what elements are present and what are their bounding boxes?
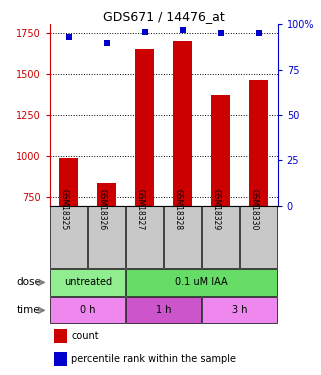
Text: 3 h: 3 h [232,305,247,315]
Text: 0 h: 0 h [80,305,95,315]
FancyBboxPatch shape [50,206,87,268]
FancyBboxPatch shape [202,206,239,268]
FancyBboxPatch shape [126,269,277,296]
Text: GSM18330: GSM18330 [250,189,259,230]
Bar [135,49,154,321]
Text: time: time [17,305,40,315]
FancyBboxPatch shape [126,206,163,268]
FancyBboxPatch shape [126,297,201,324]
Text: GSM18326: GSM18326 [98,189,107,230]
Bar [54,352,67,366]
FancyBboxPatch shape [202,297,277,324]
Text: 1 h: 1 h [156,305,171,315]
Bar [173,41,192,321]
Bar [249,80,268,321]
FancyBboxPatch shape [164,206,201,268]
Text: 0.1 uM IAA: 0.1 uM IAA [175,278,228,288]
Bar [211,95,230,321]
Point [104,39,109,45]
FancyBboxPatch shape [88,206,125,268]
Point [218,30,223,36]
Text: GSM18329: GSM18329 [212,189,221,230]
Point [180,27,185,33]
Text: dose: dose [17,278,42,288]
Point [142,28,147,34]
Bar [59,158,78,321]
Bar [54,329,67,343]
Text: count: count [71,331,99,341]
Text: GSM18327: GSM18327 [136,189,145,230]
FancyBboxPatch shape [50,297,125,324]
FancyBboxPatch shape [50,269,125,296]
Title: GDS671 / 14476_at: GDS671 / 14476_at [103,10,225,23]
Bar [97,183,116,321]
Text: percentile rank within the sample: percentile rank within the sample [71,354,236,364]
Point [256,30,261,36]
Text: GSM18328: GSM18328 [174,189,183,230]
Point [66,34,71,40]
Text: untreated: untreated [64,278,112,288]
FancyBboxPatch shape [240,206,277,268]
Text: GSM18325: GSM18325 [60,189,69,230]
